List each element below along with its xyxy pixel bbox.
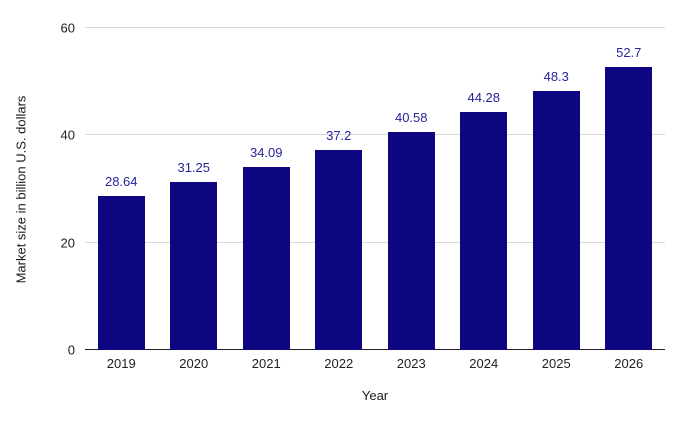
bar-value-label: 48.3 [543,68,569,84]
bar-group: 28.64 [85,28,158,350]
bar-group: 37.2 [303,28,376,350]
gridlines [85,27,665,350]
y-tick-label: 20 [60,235,75,251]
bar-value-label: 28.64 [104,174,138,190]
bar [605,67,653,350]
x-axis-labels: 2019 2020 2021 2022 2023 2024 2025 2026 [85,356,665,371]
bar [97,196,145,350]
bar-value-label: 40.58 [394,110,428,126]
gridline [85,134,665,136]
bar-group: 34.09 [230,28,303,350]
x-tick-label: 2019 [106,356,136,371]
x-tick-label: 2020 [179,356,209,371]
x-axis-line [85,349,665,350]
y-tick-label: 40 [60,127,75,143]
bar [242,167,290,350]
y-axis-ticks: 0 20 40 60 [0,22,75,357]
bar-group: 48.3 [520,28,593,350]
y-tick-label: 0 [67,342,75,358]
bar-value-label: 31.25 [177,160,211,176]
bar-value-label: 44.28 [467,90,501,106]
bar-group: 44.28 [448,28,521,350]
x-tick-label: 2023 [396,356,426,371]
bars: 28.64 31.25 34.09 37.2 40.58 44.28 48.3 52.7 [85,28,665,350]
bar-group: 52.7 [593,28,666,350]
bar [170,182,218,350]
bar [532,90,580,350]
bar-group: 40.58 [375,28,448,350]
bar-value-label: 37.2 [326,128,352,144]
bar-group: 31.25 [158,28,231,350]
plot-area: 28.64 31.25 34.09 37.2 40.58 44.28 48.3 52.7 [85,27,665,350]
gridline [85,27,665,28]
x-axis-title: Year [361,388,389,403]
bar-value-label: 34.09 [249,145,283,161]
x-tick-label: 2026 [614,356,644,371]
bar [387,132,435,350]
y-tick-label: 60 [60,20,75,36]
bar [315,150,363,350]
x-tick-label: 2024 [469,356,499,371]
bar-value-label: 52.7 [616,45,642,61]
x-tick-label: 2022 [324,356,354,371]
bar [460,112,508,350]
x-tick-label: 2025 [541,356,571,371]
x-tick-label: 2021 [251,356,281,371]
gridline [85,241,665,243]
